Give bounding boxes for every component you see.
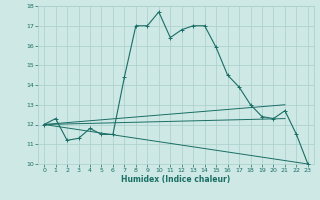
X-axis label: Humidex (Indice chaleur): Humidex (Indice chaleur) (121, 175, 231, 184)
